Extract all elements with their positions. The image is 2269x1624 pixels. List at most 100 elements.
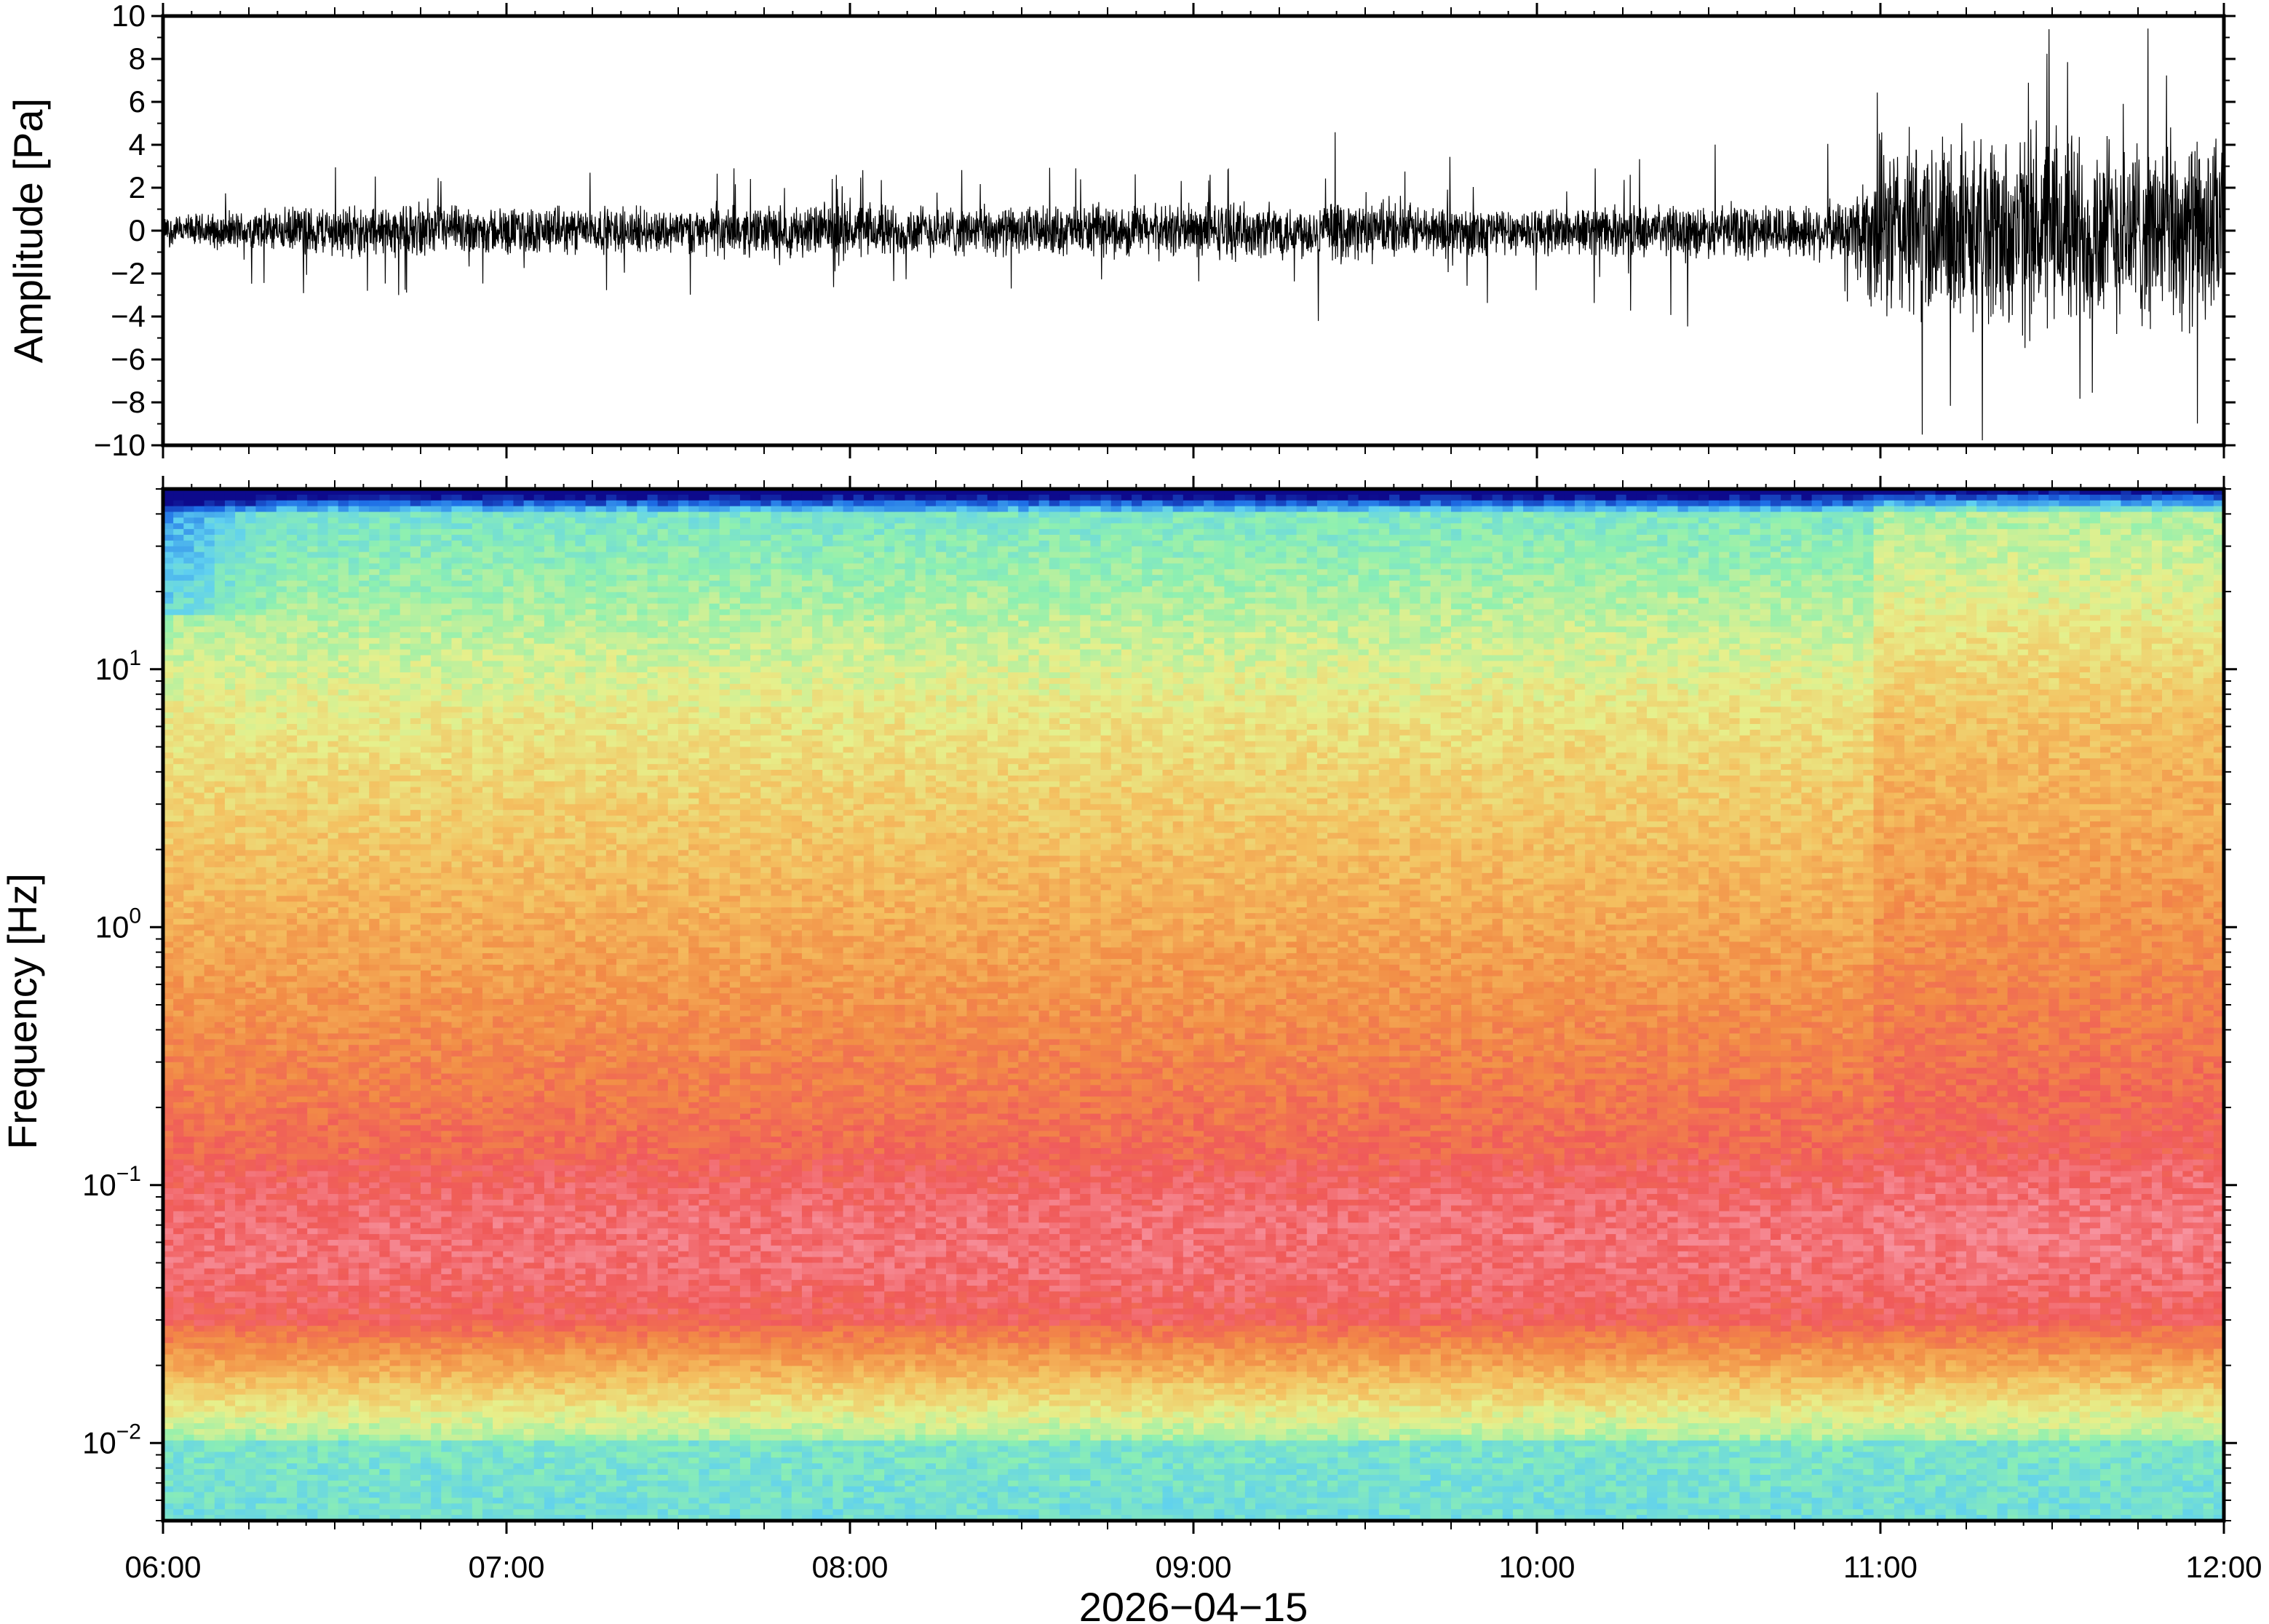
spectrogram-cell [235, 1497, 246, 1503]
spectrogram-cell [277, 1033, 287, 1039]
spectrogram-cell [255, 678, 266, 684]
spectrogram-cell [255, 592, 266, 598]
spectrogram-cell [255, 861, 266, 867]
spectrogram-cell [255, 942, 266, 947]
spectrogram-cell [297, 736, 308, 741]
spectrogram-cell [235, 959, 246, 965]
spectrogram-cell [328, 856, 339, 861]
spectrogram-cell [349, 1291, 359, 1297]
spectrogram-cell [297, 764, 308, 770]
spectrogram-cell [173, 1142, 184, 1148]
spectrogram-cell [245, 1108, 256, 1114]
spectrogram-cell [277, 1377, 287, 1383]
spectrogram-cell [255, 655, 266, 661]
spectrogram-cell [410, 1188, 421, 1194]
spectrogram-cell [390, 575, 401, 581]
spectrogram-cell [194, 581, 204, 586]
spectrogram-cell [379, 1509, 390, 1515]
spectrogram-cell [204, 776, 215, 781]
spectrogram-cell [379, 1028, 390, 1034]
spectrogram-cell [235, 1286, 246, 1291]
spectrogram-cell [400, 1074, 411, 1080]
spectrogram-cell [421, 913, 432, 919]
spectrogram-cell [390, 696, 401, 701]
spectrogram-cell [338, 1194, 349, 1200]
spectrogram-cell [173, 1475, 184, 1481]
spectrogram-cell [390, 701, 401, 706]
spectrogram-cell [379, 1372, 390, 1377]
spectrogram-cell [266, 1475, 277, 1481]
spectrogram-cell [400, 1211, 411, 1217]
spectrogram-cell [379, 1337, 390, 1343]
spectrogram-cell [338, 959, 349, 965]
spectrogram-cell [266, 953, 277, 959]
spectrogram-cell [349, 1274, 359, 1280]
spectrogram-cell [379, 730, 390, 736]
spectrogram-cell [410, 1481, 421, 1486]
spectrogram-cell [297, 1314, 308, 1320]
spectrogram-cell [245, 1240, 256, 1246]
spectrogram-cell [431, 1102, 442, 1108]
spectrogram-cell [266, 1486, 277, 1492]
spectrogram-cell [328, 1452, 339, 1457]
spectrogram-cell [410, 1401, 421, 1406]
spectrogram-cell [173, 1326, 184, 1332]
spectrogram-cell [183, 1291, 194, 1297]
spectrogram-cell [317, 650, 328, 656]
spectrogram-cell [204, 793, 215, 799]
spectrogram-cell [349, 1102, 359, 1108]
spectrogram-cell [215, 1372, 226, 1377]
spectrogram-cell [225, 1206, 236, 1211]
spectrogram-cell [431, 1045, 442, 1051]
spectrogram-cell [266, 833, 277, 839]
spectrogram-cell [173, 644, 184, 650]
spectrogram-cell [421, 1297, 432, 1303]
spectrogram-cell [338, 1366, 349, 1372]
spectrogram-cell [255, 1509, 266, 1515]
spectrogram-cell [277, 793, 287, 799]
spectrogram-cell [328, 672, 339, 678]
spectrogram-cell [245, 592, 256, 598]
spectrogram-cell [235, 781, 246, 787]
spectrogram-cell [359, 1303, 370, 1309]
spectrogram-cell [204, 1206, 215, 1211]
spectrogram-cell [183, 925, 194, 931]
spectrogram-cell [307, 495, 318, 501]
spectrogram-cell [307, 1349, 318, 1355]
spectrogram-cell [338, 747, 349, 753]
spectrogram-cell [215, 1016, 226, 1022]
spectrogram-cell [390, 1045, 401, 1051]
spectrogram-cell [421, 1240, 432, 1246]
spectrogram-cell [369, 896, 380, 901]
spectrogram-cell [235, 1486, 246, 1492]
spectrogram-cell [338, 919, 349, 925]
spectrogram-cell [400, 1217, 411, 1222]
spectrogram-cell [349, 1343, 359, 1349]
spectrogram-cell [235, 901, 246, 907]
spectrogram-cell [431, 850, 442, 856]
spectrogram-cell [410, 764, 421, 770]
spectrogram-cell [245, 1441, 256, 1446]
spectrogram-cell [266, 1188, 277, 1194]
spectrogram-cell [369, 535, 380, 541]
spectrogram-cell [359, 1240, 370, 1246]
spectrogram-cell [307, 655, 318, 661]
spectrogram-cell [359, 575, 370, 581]
spectrogram-cell [245, 626, 256, 632]
spectrogram-cell [338, 947, 349, 953]
spectrogram-cell [204, 541, 215, 546]
spectrogram-cell [400, 1469, 411, 1475]
spectrogram-cell [307, 604, 318, 610]
spectrogram-cell [173, 1228, 184, 1234]
spectrogram-cell [297, 1240, 308, 1246]
spectrogram-cell [277, 942, 287, 947]
spectrogram-cell [431, 644, 442, 650]
spectrogram-cell [349, 1211, 359, 1217]
spectrogram-cell [173, 1383, 184, 1389]
spectrogram-cell [204, 987, 215, 993]
spectrogram-cell [307, 1096, 318, 1102]
spectrogram-cell [266, 1469, 277, 1475]
spectrogram-cell [328, 552, 339, 558]
spectrogram-cell [369, 976, 380, 982]
spectrogram-cell [266, 592, 277, 598]
